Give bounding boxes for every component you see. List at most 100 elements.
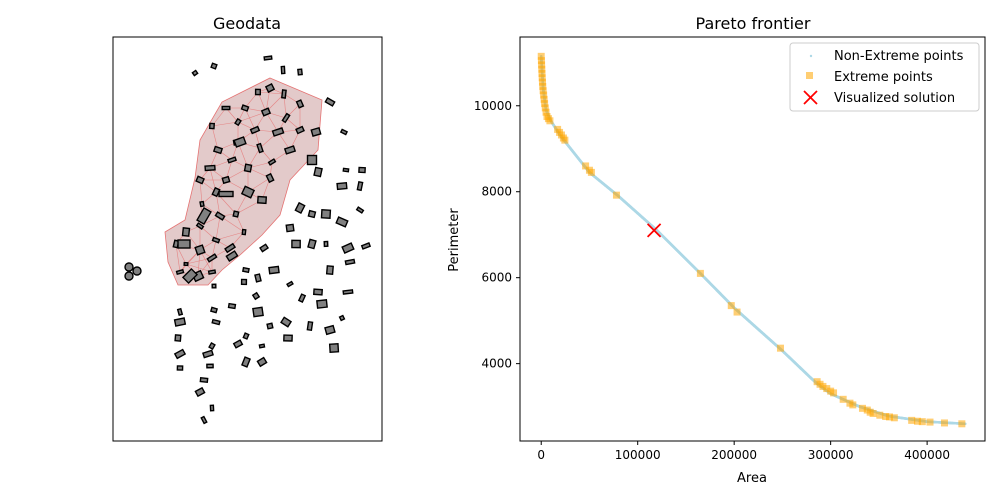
building-polygon	[256, 142, 264, 154]
x-tick-label: 400000	[904, 448, 950, 462]
building-polygon	[242, 332, 250, 340]
building-polygon	[263, 55, 273, 61]
extreme-point	[582, 162, 590, 170]
building-polygon	[173, 317, 187, 327]
building-polygon	[280, 316, 293, 328]
building-polygon	[313, 166, 323, 178]
extreme-point	[696, 269, 704, 277]
extreme-point	[733, 308, 741, 316]
extreme-point	[885, 413, 893, 421]
building-polygon	[232, 339, 244, 349]
pareto-ticks: 0 100000 200000 300000 400000 4000 6000 8000 100…	[474, 99, 950, 462]
building-polygon	[199, 200, 205, 208]
pareto-axes-frame	[519, 36, 986, 442]
building-polygon	[210, 62, 218, 70]
building-polygon	[295, 125, 305, 135]
geodata-map-layer	[124, 55, 372, 425]
building-polygon	[225, 250, 239, 262]
building-polygon	[297, 68, 303, 76]
building-polygon	[324, 324, 336, 336]
building-polygon	[336, 182, 348, 191]
legend-extreme-label: Extreme points	[834, 70, 933, 85]
extreme-point	[612, 191, 620, 199]
legend: Non-Extreme points Extreme points Visual…	[789, 42, 980, 112]
extreme-point	[839, 395, 847, 403]
extreme-point	[587, 168, 595, 176]
y-tick-label: 8000	[481, 185, 512, 199]
y-axis-label: Perimeter	[447, 208, 462, 272]
building-polygon	[173, 348, 187, 360]
building-polygon	[283, 334, 293, 342]
building-polygon	[281, 112, 291, 124]
x-axis-label: Area	[737, 471, 767, 486]
extreme-point	[918, 418, 926, 426]
extreme-point	[537, 52, 545, 60]
extreme-point	[727, 302, 735, 310]
pareto-title: Pareto frontier	[696, 14, 811, 33]
building-polygon	[271, 127, 285, 137]
building-polygon	[344, 258, 356, 266]
building-polygon	[355, 206, 365, 214]
building-polygon	[252, 306, 264, 318]
x-tick-label: 300000	[808, 448, 854, 462]
building-polygon	[254, 273, 262, 283]
building-polygon	[286, 280, 294, 288]
building-polygon	[218, 190, 234, 198]
legend-visualized-label: Visualized solution	[834, 91, 955, 106]
building-polygon	[234, 117, 242, 127]
building-polygon	[194, 386, 206, 398]
x-tick-label: 200000	[711, 448, 757, 462]
building-polygon	[191, 69, 199, 77]
building-polygon	[251, 291, 261, 301]
building-polygon	[209, 306, 218, 314]
building-polygon	[316, 299, 328, 309]
building-polygon	[208, 341, 216, 351]
building-polygon	[297, 293, 307, 303]
visualized-solution-marker	[646, 223, 662, 238]
round-building	[132, 266, 142, 276]
extreme-point	[830, 389, 838, 397]
extreme-point	[561, 136, 569, 144]
building-polygon	[342, 167, 350, 173]
building-polygon	[209, 404, 215, 412]
building-polygon	[307, 209, 317, 219]
building-polygon	[199, 376, 209, 384]
building-polygon	[307, 238, 317, 250]
building-polygon	[254, 88, 262, 96]
building-polygon	[306, 154, 318, 166]
building-polygon	[328, 343, 340, 353]
extreme-point	[542, 108, 550, 116]
x-tick-label: 100000	[615, 448, 661, 462]
y-tick-label: 4000	[481, 357, 512, 371]
extreme-point	[538, 74, 546, 82]
building-polygon	[227, 302, 237, 310]
extreme-point	[539, 87, 547, 95]
extreme-point	[869, 409, 877, 417]
building-polygon	[202, 349, 214, 359]
extreme-point	[539, 82, 547, 90]
building-polygon	[356, 180, 364, 192]
building-polygon	[320, 209, 332, 219]
legend-extreme-marker	[806, 72, 813, 79]
building-polygon	[324, 96, 336, 107]
building-polygon	[211, 318, 221, 326]
extreme-point	[538, 78, 546, 86]
extreme-series	[537, 52, 966, 428]
extreme-point	[958, 420, 966, 428]
building-polygon	[312, 288, 324, 296]
building-polygon	[283, 145, 297, 155]
building-polygon	[267, 158, 277, 166]
extreme-point	[926, 418, 934, 426]
extreme-point	[538, 61, 546, 69]
x-tick-label: 0	[537, 448, 545, 462]
extreme-point	[538, 70, 546, 78]
building-polygon	[212, 145, 224, 155]
building-polygon	[243, 163, 253, 173]
building-polygon	[176, 307, 184, 316]
building-polygon	[221, 175, 231, 185]
pareto-plot-area	[537, 52, 967, 428]
building-polygon	[325, 265, 334, 275]
building-polygon	[338, 314, 346, 322]
building-polygon	[360, 242, 372, 250]
